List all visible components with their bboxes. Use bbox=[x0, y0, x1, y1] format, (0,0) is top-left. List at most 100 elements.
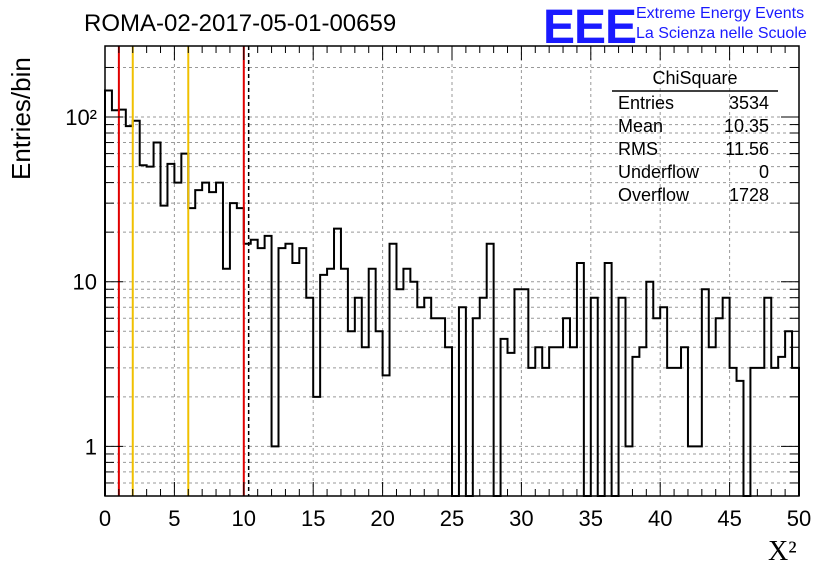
x-tick-label: 30 bbox=[509, 506, 533, 531]
histogram-bin bbox=[376, 331, 383, 496]
stat-value: 10.35 bbox=[723, 116, 769, 136]
histogram-bin bbox=[112, 110, 119, 496]
histogram-bin bbox=[202, 183, 209, 496]
histogram-bin bbox=[674, 368, 681, 496]
histogram-bin bbox=[632, 357, 639, 496]
histogram-bin bbox=[709, 347, 716, 496]
logo-subtitle-2: La Scienza nelle Scuole bbox=[636, 25, 807, 42]
histogram-bin bbox=[667, 368, 674, 496]
histogram-bin bbox=[730, 368, 737, 496]
histogram-bin bbox=[535, 347, 542, 496]
histogram-bin bbox=[514, 289, 521, 496]
x-axis-label: X² bbox=[768, 536, 797, 567]
histogram-bin bbox=[737, 381, 744, 496]
tick-labels: 0 5 10 15 20 25 30 35 40 45 50 1 10 10² bbox=[65, 105, 811, 531]
stat-value: 1728 bbox=[728, 185, 769, 205]
histogram-bin bbox=[445, 347, 452, 496]
histogram-bin bbox=[299, 248, 306, 496]
histogram-bin bbox=[410, 282, 417, 496]
stats-box-title: ChiSquare bbox=[652, 68, 738, 88]
stat-value: 0 bbox=[758, 162, 769, 182]
x-tick-label: 15 bbox=[301, 506, 325, 531]
stat-name: Overflow bbox=[618, 185, 690, 205]
histogram-bin bbox=[396, 289, 403, 496]
histogram-bin bbox=[174, 183, 181, 496]
histogram-bin bbox=[348, 331, 355, 496]
histogram-bin bbox=[521, 289, 528, 496]
histogram-bin bbox=[702, 289, 709, 496]
histogram-bin bbox=[542, 368, 549, 496]
histogram-bin bbox=[119, 110, 126, 496]
x-tick-label: 0 bbox=[99, 506, 111, 531]
histogram-bin bbox=[362, 347, 369, 496]
histogram-bin bbox=[126, 126, 133, 496]
x-tick-label: 10 bbox=[232, 506, 256, 531]
histogram-bin bbox=[778, 357, 785, 496]
histogram-bin bbox=[473, 318, 480, 496]
y-tick-label: 1 bbox=[85, 434, 97, 459]
histogram-outline bbox=[104, 89, 800, 497]
histogram-bin bbox=[757, 368, 764, 496]
x-tick-label: 20 bbox=[370, 506, 394, 531]
histogram-bin bbox=[660, 307, 667, 496]
histogram-bin bbox=[508, 353, 515, 496]
stat-name: RMS bbox=[618, 139, 658, 159]
histogram-bin bbox=[237, 208, 244, 496]
histogram-bin bbox=[216, 183, 223, 496]
grid-lines bbox=[105, 46, 799, 496]
histogram-bin bbox=[528, 368, 535, 496]
histogram-bin bbox=[417, 307, 424, 496]
histogram-bin bbox=[681, 347, 688, 496]
histogram-bin bbox=[154, 143, 161, 496]
histogram-bin bbox=[105, 90, 112, 496]
stat-value: 3534 bbox=[728, 93, 769, 113]
histogram-bin bbox=[188, 208, 195, 496]
histogram-bin bbox=[181, 154, 188, 496]
x-tick-label: 25 bbox=[440, 506, 464, 531]
histogram-bin bbox=[195, 190, 202, 496]
histogram-bin bbox=[383, 375, 390, 496]
histogram-bin bbox=[431, 318, 438, 496]
logo-subtitle-1: Extreme Energy Events bbox=[636, 5, 805, 22]
histogram-bin bbox=[161, 206, 168, 496]
histogram-bin bbox=[750, 368, 757, 496]
stat-name: Entries bbox=[618, 93, 675, 113]
threshold-lines bbox=[117, 46, 250, 496]
histogram-bin bbox=[438, 318, 445, 496]
axes bbox=[104, 45, 800, 497]
x-tick-label: 40 bbox=[648, 506, 672, 531]
histogram-bin bbox=[646, 282, 653, 496]
histogram-bin bbox=[334, 229, 341, 496]
histogram-bin bbox=[785, 331, 792, 496]
histogram-bin bbox=[549, 347, 556, 496]
x-tick-label: 50 bbox=[787, 506, 811, 531]
stat-name: Underflow bbox=[618, 162, 700, 182]
chart-title: ROMA-02-2017-05-01-00659 bbox=[84, 10, 397, 37]
histogram-bin bbox=[279, 248, 286, 496]
y-axis-label: Entries/bin bbox=[6, 57, 36, 180]
y-tick-label: 10² bbox=[65, 105, 97, 130]
histogram-bars bbox=[104, 89, 800, 497]
stat-name: Mean bbox=[618, 116, 664, 136]
histogram-bin bbox=[570, 347, 577, 496]
histogram-bin bbox=[459, 307, 466, 496]
y-tick-label: 10 bbox=[73, 270, 97, 295]
x-tick-label: 45 bbox=[717, 506, 741, 531]
x-tick-label: 5 bbox=[168, 506, 180, 531]
histogram-bin bbox=[771, 368, 778, 496]
eee-logo: EEE bbox=[543, 1, 637, 54]
histogram-bin bbox=[133, 121, 140, 496]
histogram-bin bbox=[258, 248, 265, 496]
histogram-bin bbox=[716, 318, 723, 496]
histogram-bin bbox=[639, 347, 646, 496]
histogram-bin bbox=[556, 347, 563, 496]
x-tick-label: 35 bbox=[579, 506, 603, 531]
stat-value: 11.56 bbox=[725, 139, 769, 159]
histogram-bin bbox=[563, 318, 570, 496]
histogram-bin bbox=[209, 192, 216, 496]
histogram-bin bbox=[265, 236, 272, 496]
histogram-bin bbox=[230, 203, 237, 496]
histogram-bin bbox=[653, 318, 660, 496]
histogram-bin bbox=[792, 368, 799, 496]
